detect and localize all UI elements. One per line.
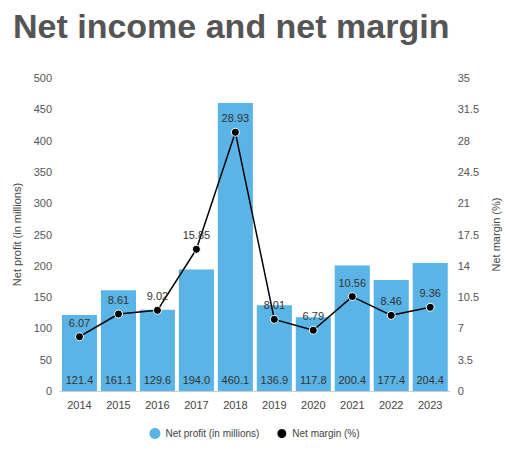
svg-text:2021: 2021: [340, 399, 364, 411]
svg-text:9.02: 9.02: [147, 290, 168, 302]
svg-text:Net profit (in millions): Net profit (in millions): [165, 428, 259, 439]
svg-text:129.6: 129.6: [144, 374, 172, 386]
svg-text:Net margin (%): Net margin (%): [292, 428, 359, 439]
svg-text:350: 350: [34, 166, 52, 178]
svg-text:136.9: 136.9: [261, 374, 289, 386]
svg-text:500: 500: [34, 72, 52, 84]
svg-text:6.79: 6.79: [303, 310, 324, 322]
svg-text:460.1: 460.1: [222, 374, 250, 386]
svg-text:2018: 2018: [223, 399, 247, 411]
svg-text:10.5: 10.5: [458, 291, 479, 303]
svg-text:2014: 2014: [67, 399, 91, 411]
svg-text:2020: 2020: [301, 399, 325, 411]
svg-text:8.61: 8.61: [108, 294, 129, 306]
svg-text:Net income and net margin: Net income and net margin: [13, 7, 449, 45]
svg-text:Net margin (%): Net margin (%): [490, 198, 502, 272]
svg-text:400: 400: [34, 135, 52, 147]
svg-text:Net profit (in millions): Net profit (in millions): [11, 183, 23, 286]
svg-text:10.56: 10.56: [339, 277, 367, 289]
svg-text:300: 300: [34, 197, 52, 209]
svg-text:31.5: 31.5: [458, 103, 479, 115]
svg-text:9.36: 9.36: [419, 287, 440, 299]
svg-text:200.4: 200.4: [339, 374, 367, 386]
svg-text:28: 28: [458, 135, 470, 147]
svg-text:8.01: 8.01: [264, 299, 285, 311]
svg-text:200: 200: [34, 260, 52, 272]
svg-text:17.5: 17.5: [458, 229, 479, 241]
svg-text:2023: 2023: [418, 399, 442, 411]
svg-text:450: 450: [34, 103, 52, 115]
svg-text:121.4: 121.4: [66, 374, 94, 386]
svg-text:150: 150: [34, 291, 52, 303]
svg-text:250: 250: [34, 229, 52, 241]
svg-text:14: 14: [458, 260, 470, 272]
svg-text:50: 50: [40, 354, 52, 366]
svg-text:6.07: 6.07: [69, 317, 90, 329]
svg-text:2017: 2017: [184, 399, 208, 411]
svg-text:2022: 2022: [379, 399, 403, 411]
svg-text:161.1: 161.1: [105, 374, 133, 386]
svg-text:100: 100: [34, 322, 52, 334]
svg-text:35: 35: [458, 72, 470, 84]
svg-text:2015: 2015: [106, 399, 130, 411]
svg-text:177.4: 177.4: [377, 374, 405, 386]
svg-text:2019: 2019: [262, 399, 286, 411]
svg-text:0: 0: [458, 385, 464, 397]
svg-text:2016: 2016: [145, 399, 169, 411]
svg-text:21: 21: [458, 197, 470, 209]
svg-text:28.93: 28.93: [222, 112, 250, 124]
svg-text:117.8: 117.8: [300, 374, 327, 386]
svg-text:8.46: 8.46: [381, 295, 402, 307]
svg-text:194.0: 194.0: [183, 374, 211, 386]
svg-text:24.5: 24.5: [458, 166, 479, 178]
svg-text:204.4: 204.4: [416, 374, 444, 386]
svg-text:3.5: 3.5: [458, 354, 473, 366]
svg-text:0: 0: [46, 385, 52, 397]
svg-text:15.85: 15.85: [183, 229, 211, 241]
svg-text:7: 7: [458, 322, 464, 334]
